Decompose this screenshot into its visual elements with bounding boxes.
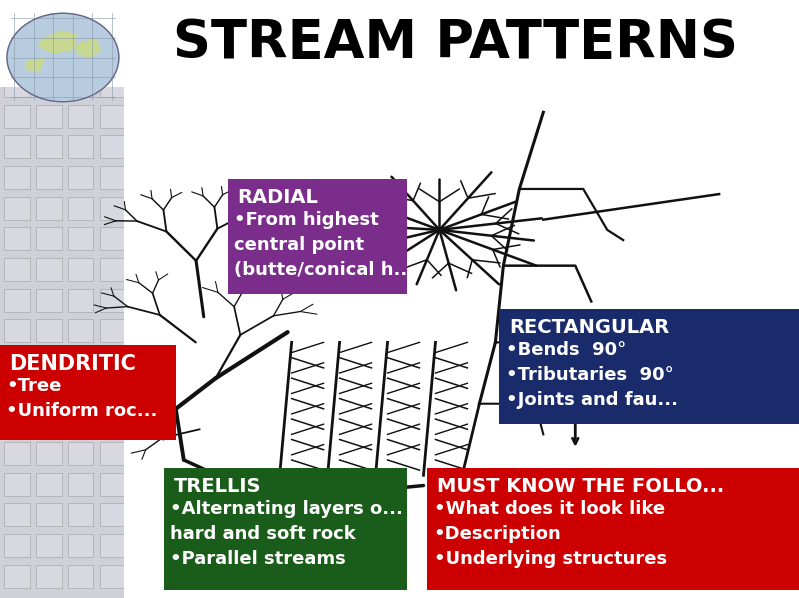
FancyBboxPatch shape [36, 135, 62, 158]
FancyBboxPatch shape [100, 289, 125, 312]
FancyBboxPatch shape [4, 350, 30, 373]
FancyBboxPatch shape [36, 442, 62, 465]
FancyBboxPatch shape [4, 319, 30, 342]
FancyBboxPatch shape [427, 468, 799, 590]
Text: •Tree
•Uniform roc...: •Tree •Uniform roc... [6, 377, 157, 420]
FancyBboxPatch shape [68, 411, 93, 434]
FancyBboxPatch shape [68, 504, 93, 526]
FancyBboxPatch shape [4, 197, 30, 219]
FancyBboxPatch shape [100, 473, 125, 496]
FancyBboxPatch shape [36, 473, 62, 496]
FancyBboxPatch shape [36, 534, 62, 557]
FancyBboxPatch shape [100, 442, 125, 465]
FancyBboxPatch shape [68, 289, 93, 312]
FancyBboxPatch shape [68, 442, 93, 465]
FancyBboxPatch shape [68, 473, 93, 496]
FancyBboxPatch shape [68, 319, 93, 342]
FancyBboxPatch shape [68, 258, 93, 281]
FancyBboxPatch shape [36, 411, 62, 434]
FancyBboxPatch shape [36, 258, 62, 281]
FancyBboxPatch shape [4, 105, 30, 127]
FancyBboxPatch shape [0, 345, 176, 440]
FancyBboxPatch shape [36, 197, 62, 219]
FancyBboxPatch shape [100, 74, 125, 97]
FancyBboxPatch shape [68, 74, 93, 97]
FancyBboxPatch shape [4, 135, 30, 158]
FancyBboxPatch shape [100, 105, 125, 127]
Text: TRELLIS: TRELLIS [173, 477, 261, 496]
FancyBboxPatch shape [4, 258, 30, 281]
FancyBboxPatch shape [68, 565, 93, 588]
FancyBboxPatch shape [36, 350, 62, 373]
FancyBboxPatch shape [4, 565, 30, 588]
FancyBboxPatch shape [68, 135, 93, 158]
FancyBboxPatch shape [4, 442, 30, 465]
FancyBboxPatch shape [4, 227, 30, 251]
FancyBboxPatch shape [124, 87, 799, 598]
FancyBboxPatch shape [36, 289, 62, 312]
FancyBboxPatch shape [36, 74, 62, 97]
Circle shape [7, 13, 119, 102]
FancyBboxPatch shape [100, 504, 125, 526]
FancyBboxPatch shape [4, 166, 30, 189]
FancyBboxPatch shape [499, 309, 799, 424]
FancyBboxPatch shape [68, 534, 93, 557]
Polygon shape [77, 39, 101, 57]
FancyBboxPatch shape [4, 504, 30, 526]
FancyBboxPatch shape [36, 105, 62, 127]
FancyBboxPatch shape [100, 258, 125, 281]
FancyBboxPatch shape [36, 166, 62, 189]
FancyBboxPatch shape [100, 411, 125, 434]
FancyBboxPatch shape [4, 411, 30, 434]
FancyBboxPatch shape [228, 179, 407, 294]
FancyBboxPatch shape [68, 227, 93, 251]
FancyBboxPatch shape [100, 227, 125, 251]
FancyBboxPatch shape [68, 381, 93, 404]
Circle shape [7, 13, 119, 102]
Polygon shape [26, 57, 45, 72]
FancyBboxPatch shape [4, 381, 30, 404]
FancyBboxPatch shape [0, 87, 124, 598]
FancyBboxPatch shape [100, 534, 125, 557]
FancyBboxPatch shape [100, 565, 125, 588]
Text: MUST KNOW THE FOLLO...: MUST KNOW THE FOLLO... [437, 477, 725, 496]
FancyBboxPatch shape [100, 197, 125, 219]
FancyBboxPatch shape [68, 197, 93, 219]
FancyBboxPatch shape [100, 350, 125, 373]
Text: •Alternating layers o...
hard and soft rock
•Parallel streams: •Alternating layers o... hard and soft r… [170, 500, 403, 568]
FancyBboxPatch shape [4, 534, 30, 557]
Text: •Bends  90°
•Tributaries  90°
•Joints and fau...: •Bends 90° •Tributaries 90° •Joints and … [506, 341, 678, 410]
FancyBboxPatch shape [4, 473, 30, 496]
FancyBboxPatch shape [164, 468, 407, 590]
Text: STREAM PATTERNS: STREAM PATTERNS [173, 17, 738, 69]
Text: •From highest
central point
(butte/conical h...: •From highest central point (butte/conic… [234, 211, 414, 279]
FancyBboxPatch shape [100, 381, 125, 404]
FancyBboxPatch shape [68, 166, 93, 189]
FancyBboxPatch shape [100, 319, 125, 342]
FancyBboxPatch shape [36, 227, 62, 251]
FancyBboxPatch shape [4, 289, 30, 312]
FancyBboxPatch shape [100, 135, 125, 158]
FancyBboxPatch shape [100, 166, 125, 189]
FancyBboxPatch shape [36, 381, 62, 404]
Text: RECTANGULAR: RECTANGULAR [509, 318, 670, 337]
FancyBboxPatch shape [68, 350, 93, 373]
FancyBboxPatch shape [36, 504, 62, 526]
Text: DENDRITIC: DENDRITIC [10, 354, 137, 374]
FancyBboxPatch shape [36, 319, 62, 342]
Text: RADIAL: RADIAL [237, 188, 318, 207]
Text: •What does it look like
•Description
•Underlying structures: •What does it look like •Description •Un… [434, 500, 667, 568]
FancyBboxPatch shape [68, 105, 93, 127]
FancyBboxPatch shape [4, 74, 30, 97]
FancyBboxPatch shape [36, 565, 62, 588]
Polygon shape [39, 31, 77, 53]
